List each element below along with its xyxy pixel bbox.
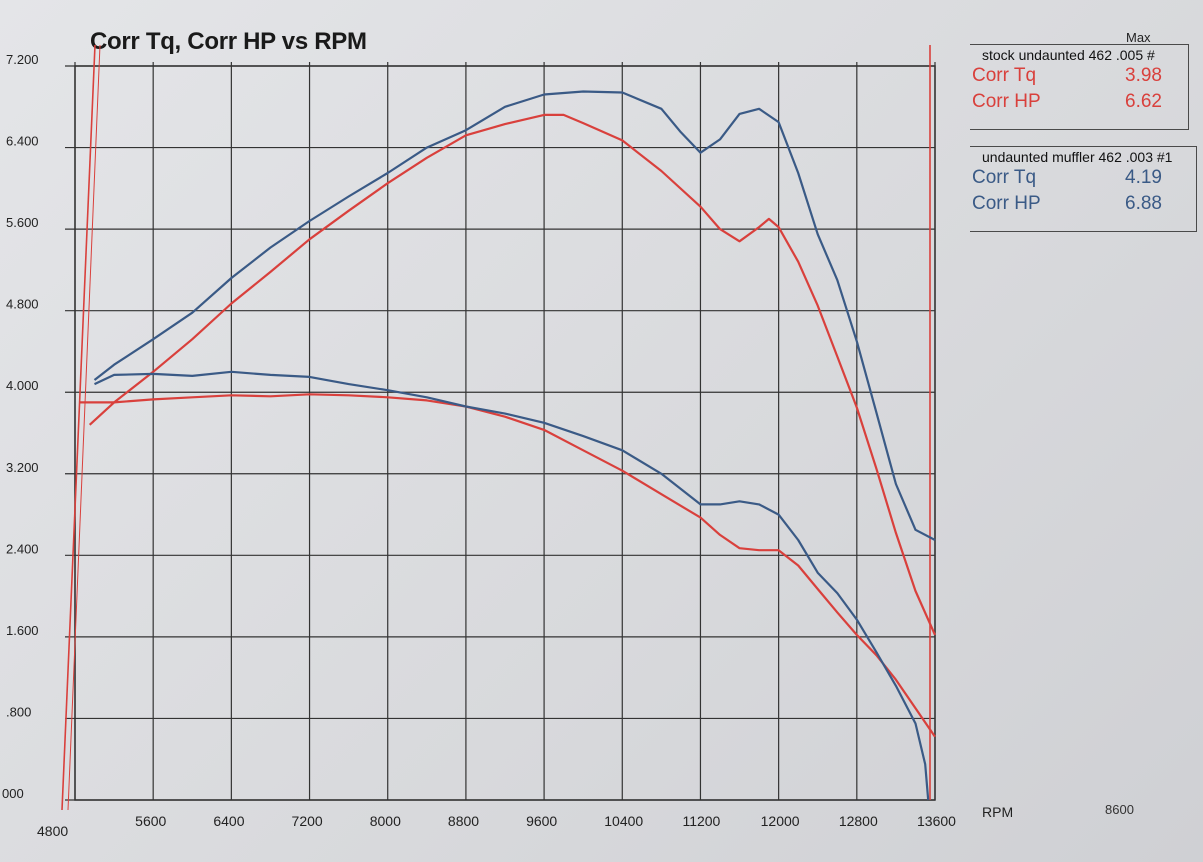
y-tick-label: 000 — [2, 786, 24, 801]
x-tick-label: 10400 — [604, 813, 643, 829]
legend-row-label: Corr HP — [972, 193, 1041, 214]
chart-title: Corr Tq, Corr HP vs RPM — [90, 28, 367, 55]
y-tick-label: 6.400 — [6, 134, 39, 149]
legend-row-value: 6.62 — [1125, 91, 1162, 112]
series-line — [93, 90, 936, 541]
series-line — [79, 393, 936, 738]
legend-row-tq: Corr Tq 3.98 — [970, 63, 1162, 89]
series-line — [94, 370, 930, 801]
x-tick-label: 11200 — [682, 813, 720, 829]
x-tick-label: 6400 — [213, 813, 244, 829]
legend-row-value: 4.19 — [1125, 167, 1162, 188]
x-tick-label: 8800 — [448, 813, 479, 829]
x-tick-label: 12800 — [839, 813, 878, 829]
left-red-border-inner — [67, 44, 101, 811]
x-tick-label: 12000 — [761, 813, 800, 829]
tick-layer: 4800 5600 6400 7200 8000 8800 9600 10400 11200 12… — [2, 52, 956, 839]
legend-row-label: Corr Tq — [972, 65, 1037, 86]
legend-row-hp: Corr HP 6.88 — [970, 191, 1162, 217]
legend-run-name: stock undaunted 462 .005 — [982, 47, 1144, 63]
legend-run-name: undaunted muffler 462 .003 — [982, 149, 1153, 165]
legend-row-tq: Corr Tq 4.19 — [970, 165, 1162, 191]
legend-row-value: 3.98 — [1125, 65, 1162, 86]
x-axis-unit-label: RPM — [982, 804, 1014, 820]
legend-run-muffler: undaunted muffler 462 .003 #1 Corr Tq 4.… — [970, 146, 1197, 232]
legend-max-header: Max — [1126, 30, 1151, 45]
legend-row-label: Corr HP — [972, 91, 1041, 112]
legend-run-suffix: # — [1147, 47, 1155, 63]
x-tick-label: 13600 — [917, 813, 956, 829]
y-tick-label: .800 — [6, 704, 31, 719]
grid-layer — [65, 62, 936, 801]
y-tick-label: 5.600 — [6, 215, 39, 230]
x-axis-extra-label: 8600 — [1105, 802, 1134, 817]
x-tick-label: 4800 — [37, 823, 68, 839]
x-tick-label: 5600 — [135, 813, 166, 829]
legend-row-hp: Corr HP 6.62 — [970, 89, 1162, 115]
series-layer — [79, 90, 937, 801]
y-tick-label: 3.200 — [6, 460, 39, 475]
y-tick-label: 7.200 — [6, 52, 39, 67]
y-tick-label: 1.600 — [6, 623, 39, 638]
y-tick-label: 4.000 — [6, 378, 39, 393]
legend-run-stock: stock undaunted 462 .005 # Corr Tq 3.98 … — [970, 44, 1189, 130]
legend-row-value: 6.88 — [1125, 193, 1162, 214]
y-tick-label: 2.400 — [6, 541, 39, 556]
x-tick-label: 8000 — [370, 813, 401, 829]
x-tick-label: 9600 — [526, 813, 557, 829]
axis-layer — [61, 44, 936, 811]
x-tick-label: 7200 — [292, 813, 323, 829]
series-line — [88, 113, 937, 636]
left-red-border — [61, 44, 96, 811]
legend-row-label: Corr Tq — [972, 167, 1037, 188]
plot-frame — [74, 65, 936, 801]
y-tick-label: 4.800 — [6, 297, 39, 312]
legend-run-suffix: #1 — [1156, 149, 1173, 165]
